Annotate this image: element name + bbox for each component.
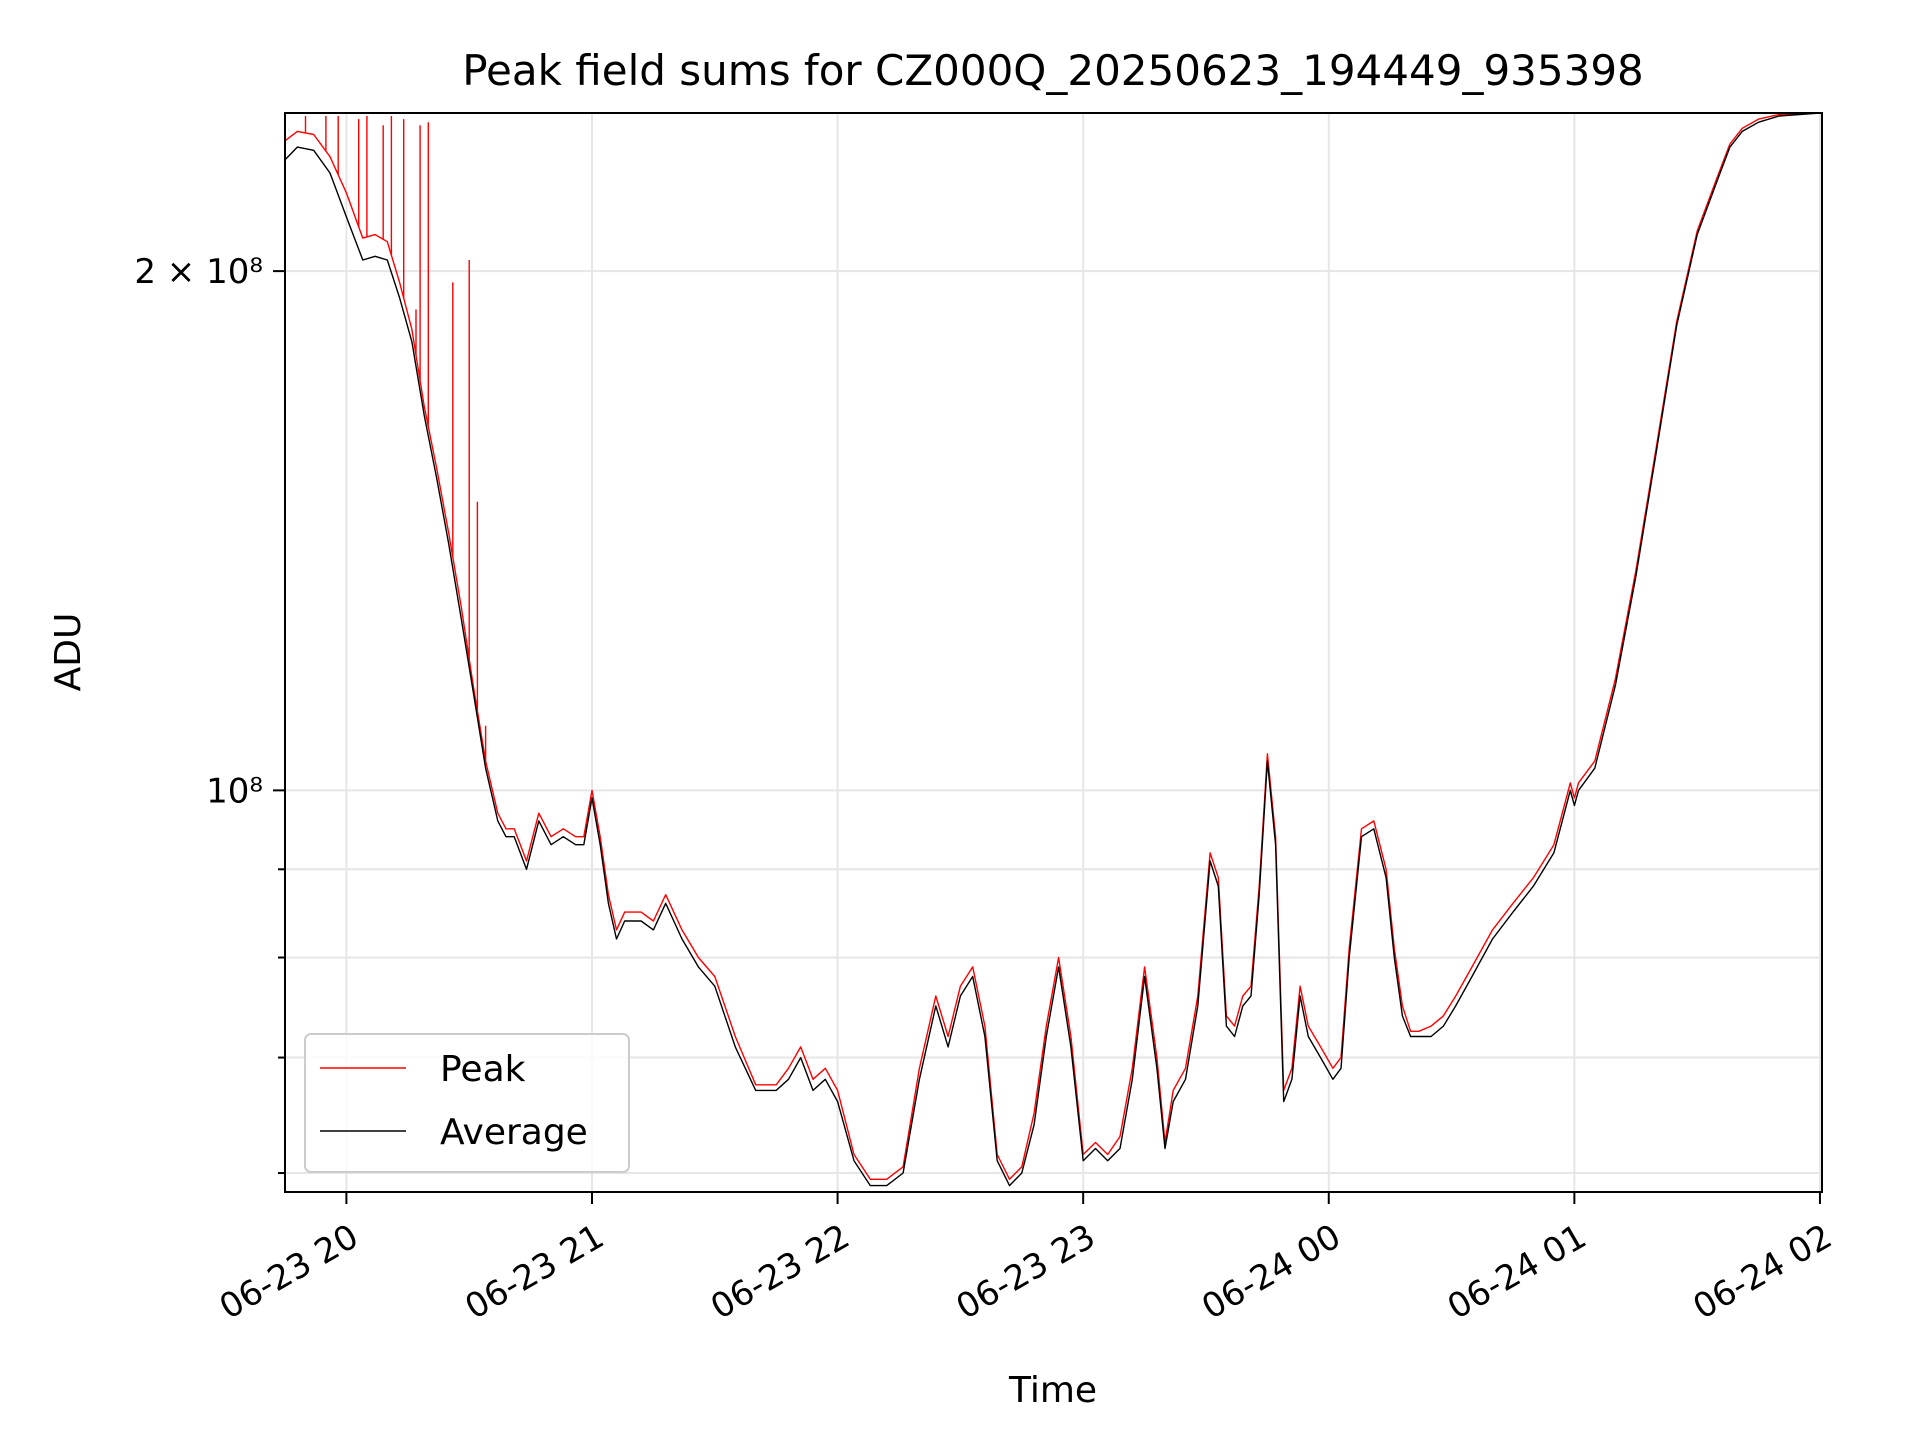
chart-title: Peak field sums for CZ000Q_20250623_1944…	[462, 46, 1644, 95]
series-line-peak	[284, 112, 1821, 1180]
x-axis-label: Time	[1008, 1370, 1097, 1411]
plot-frame	[284, 112, 1823, 1193]
series-spikes-peak	[304, 116, 487, 761]
y-tick-label: 10⁸	[206, 771, 263, 811]
y-axis: 2 × 10⁸ 10⁸	[134, 252, 285, 1175]
y-axis-label: ADU	[48, 613, 89, 692]
series-line-average	[284, 112, 1821, 1187]
series-layer	[284, 112, 1821, 1187]
legend-label-peak: Peak	[440, 1049, 526, 1090]
y-tick-label: 2 × 10⁸	[134, 252, 263, 292]
legend-label-average: Average	[440, 1112, 588, 1153]
legend: Peak Average	[304, 1033, 630, 1173]
